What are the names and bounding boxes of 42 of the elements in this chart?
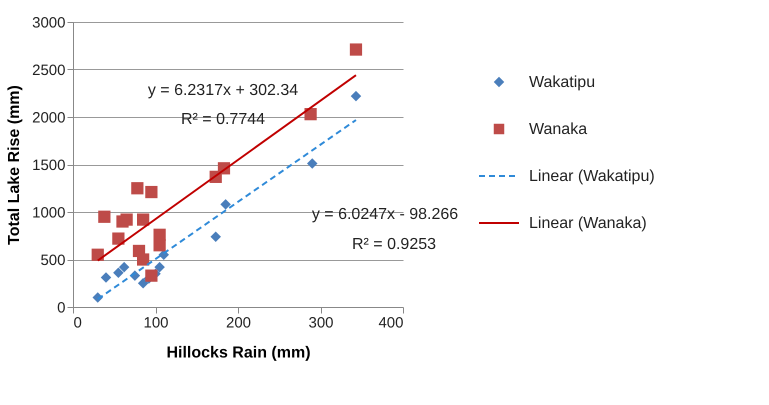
annotation: R² = 0.7744 <box>180 111 266 128</box>
x-tick-label: 0 <box>74 314 82 332</box>
annotation: R² = 0.9253 <box>352 236 436 253</box>
y-tick-label: 1000 <box>32 204 66 222</box>
y-tick-label: 2000 <box>32 110 66 126</box>
point <box>100 272 112 283</box>
point <box>304 108 317 120</box>
y-tick-label: 0 <box>57 300 66 316</box>
annotation: y = 6.0247x - 98.266 <box>312 206 458 223</box>
point <box>350 43 362 56</box>
point <box>137 213 150 226</box>
x-tick-label: 400 <box>378 314 404 332</box>
annotation: y = 6.2317x + 302.34 <box>148 82 298 99</box>
y-tick-label: 2500 <box>32 62 66 79</box>
point <box>138 278 148 288</box>
point <box>120 213 133 226</box>
x-tick-label: 200 <box>226 314 252 332</box>
y-tick-label: 1500 <box>32 157 66 174</box>
point <box>113 268 124 278</box>
legend-label: Linear (Wakatipu) <box>529 168 655 185</box>
point <box>154 239 166 252</box>
point <box>92 248 104 261</box>
y-tick-label: 3000 <box>32 14 66 32</box>
point <box>131 182 144 194</box>
legend-label: Wanaka <box>529 121 588 138</box>
point <box>145 186 158 198</box>
point <box>220 199 231 210</box>
point <box>307 158 318 169</box>
point <box>154 262 165 272</box>
point <box>137 253 150 266</box>
legend-label: Wakatipu <box>529 74 596 91</box>
point <box>145 270 158 282</box>
legend-label: Linear (Wanaka) <box>529 215 647 232</box>
y-tick-label: 500 <box>40 252 66 269</box>
x-tick-label: 300 <box>308 314 334 332</box>
x-tick-label: 100 <box>143 314 169 332</box>
x-axis-title: Hillocks Rain (mm) <box>166 344 311 362</box>
point <box>210 231 221 242</box>
point <box>118 262 130 272</box>
point <box>98 210 110 223</box>
y-axis-title: Total Lake Rise (mm) <box>6 85 24 245</box>
point <box>350 90 362 102</box>
